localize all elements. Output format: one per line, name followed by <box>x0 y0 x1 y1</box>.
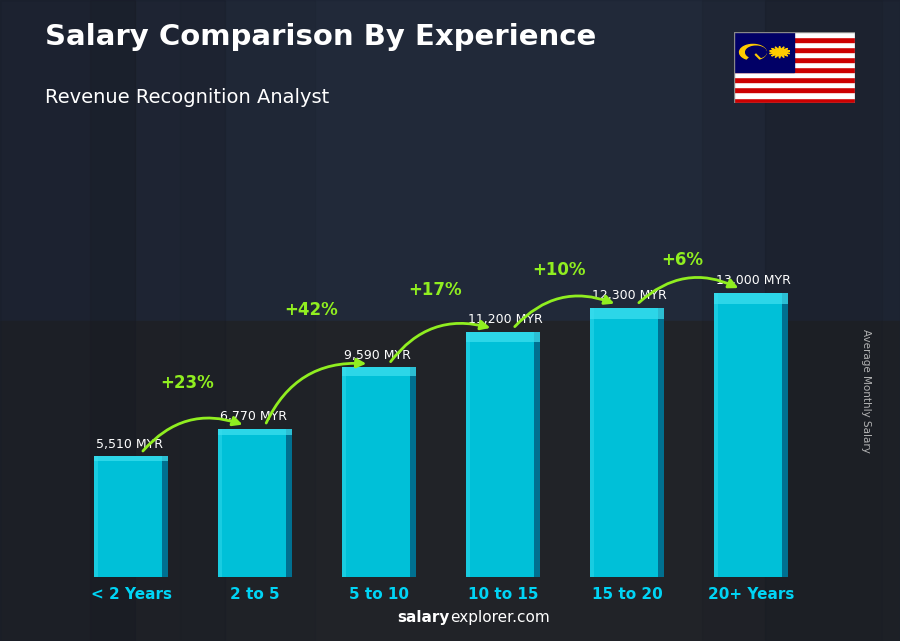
Bar <box>734 37 855 42</box>
Bar <box>94 456 168 577</box>
Bar <box>765 0 900 641</box>
Bar <box>218 429 292 577</box>
Text: Average Monthly Salary: Average Monthly Salary <box>860 329 871 453</box>
Bar <box>734 67 855 72</box>
Bar <box>342 367 346 577</box>
FancyArrowPatch shape <box>266 359 364 423</box>
Bar <box>714 292 788 304</box>
Bar <box>734 47 855 52</box>
Bar <box>180 0 315 641</box>
Bar <box>714 292 718 577</box>
Bar <box>734 83 855 87</box>
Text: 11,200 MYR: 11,200 MYR <box>468 313 543 326</box>
Text: 9,590 MYR: 9,590 MYR <box>345 349 411 362</box>
Bar <box>590 308 664 319</box>
FancyArrowPatch shape <box>391 321 488 362</box>
Text: 6,770 MYR: 6,770 MYR <box>220 410 287 423</box>
Text: +42%: +42% <box>284 301 338 319</box>
FancyArrowPatch shape <box>515 296 611 327</box>
Bar <box>0 0 900 320</box>
Bar <box>342 367 416 577</box>
Bar <box>734 72 855 78</box>
Bar <box>734 78 855 83</box>
Bar <box>466 332 470 577</box>
Bar <box>734 97 855 103</box>
Bar <box>734 92 855 97</box>
Bar <box>342 367 416 376</box>
Bar <box>590 308 594 577</box>
Bar <box>94 456 168 462</box>
Bar <box>535 332 540 577</box>
Bar <box>90 0 225 641</box>
Bar <box>658 308 664 577</box>
Bar <box>734 87 855 92</box>
Text: 13,000 MYR: 13,000 MYR <box>716 274 791 287</box>
Bar <box>734 57 855 62</box>
Bar <box>734 32 794 72</box>
Bar <box>410 367 416 577</box>
Bar <box>734 32 855 37</box>
FancyArrowPatch shape <box>639 278 735 303</box>
Bar <box>0 320 900 641</box>
Wedge shape <box>740 44 766 59</box>
Text: +10%: +10% <box>532 262 586 279</box>
Bar <box>466 332 540 577</box>
Wedge shape <box>746 46 766 58</box>
Text: Revenue Recognition Analyst: Revenue Recognition Analyst <box>45 88 329 106</box>
Text: +23%: +23% <box>160 374 214 392</box>
Polygon shape <box>770 46 789 58</box>
FancyArrowPatch shape <box>143 417 239 451</box>
Text: 5,510 MYR: 5,510 MYR <box>96 438 164 451</box>
Text: salary: salary <box>398 610 450 625</box>
Bar <box>714 292 788 577</box>
Text: +17%: +17% <box>408 281 462 299</box>
Text: Salary Comparison By Experience: Salary Comparison By Experience <box>45 23 596 51</box>
Bar <box>0 0 135 641</box>
Bar <box>94 456 98 577</box>
Bar <box>466 332 540 342</box>
Bar <box>734 42 855 47</box>
Text: explorer.com: explorer.com <box>450 610 550 625</box>
Bar <box>734 62 855 67</box>
Bar <box>590 308 664 577</box>
Text: 12,300 MYR: 12,300 MYR <box>592 290 667 303</box>
Bar <box>218 429 292 435</box>
Text: +6%: +6% <box>662 251 704 269</box>
Bar <box>734 52 855 57</box>
Bar <box>286 429 292 577</box>
Bar <box>218 429 222 577</box>
Bar <box>702 0 882 641</box>
Bar <box>162 456 168 577</box>
Bar <box>782 292 788 577</box>
